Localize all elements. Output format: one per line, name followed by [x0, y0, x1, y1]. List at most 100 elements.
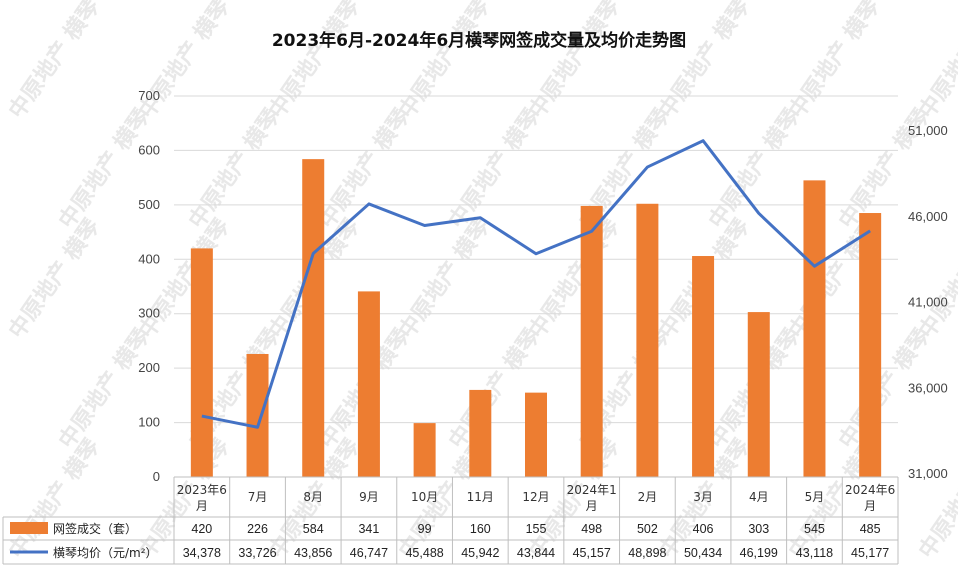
line-value-cell: 33,726 [238, 546, 276, 560]
watermark-text: 中原地产 横琴 [524, 214, 625, 344]
left-tick-label: 600 [138, 142, 160, 157]
bar-series [190, 159, 882, 478]
watermark-text: 中原地产 横琴 [54, 324, 155, 454]
category-label: 2023年6 [177, 483, 227, 497]
bar-value-cell: 155 [526, 522, 547, 536]
bar [636, 203, 659, 478]
category-label: 12月 [522, 490, 549, 504]
watermark-text: 中原地产 横琴 [444, 104, 545, 234]
legend-label-bar: 网签成交（套） [53, 521, 137, 536]
line-value-cell: 45,177 [851, 546, 889, 560]
bar-value-cell: 160 [470, 522, 491, 536]
bar [803, 180, 826, 477]
data-table: 2023年6 月 7月 8月 9月 10月 11月 12月 2024年1 月 2月 3月 4月 5月 202… [2, 476, 899, 565]
category-label: 8月 [303, 490, 323, 504]
watermark-text: 中原地产 横琴 [134, 214, 235, 344]
line-value-cell: 43,856 [294, 546, 332, 560]
bar [525, 392, 547, 477]
left-tick-label: 400 [138, 251, 160, 266]
bar-value-cell: 420 [191, 522, 212, 536]
bar [692, 256, 715, 477]
line-value-cell: 46,199 [740, 546, 778, 560]
left-tick-label: 700 [138, 88, 160, 103]
bar-value-cell: 226 [247, 522, 268, 536]
watermark-text: 中原地产 横琴 [4, 214, 105, 344]
category-label-line2: 月 [864, 499, 876, 513]
line-value-cell: 45,488 [405, 546, 443, 560]
left-tick-label: 0 [153, 469, 160, 484]
category-label-line2: 月 [196, 499, 208, 513]
watermark-text: 中原地产 横琴 [524, 0, 625, 123]
line-value-cell: 46,747 [350, 546, 388, 560]
right-tick-label: 36,000 [908, 380, 948, 395]
left-axis-ticks: 0 100 200 300 400 500 600 700 [138, 88, 160, 484]
watermark-text: 中原地产 横琴 [914, 0, 958, 123]
category-label: 9月 [359, 490, 379, 504]
watermark-text: 中原地产 横琴 [654, 0, 755, 123]
category-label: 3月 [693, 490, 713, 504]
line-value-cell: 34,378 [183, 546, 221, 560]
right-tick-label: 31,000 [908, 466, 948, 481]
watermark-text: 中原地产 横琴 [134, 434, 235, 564]
category-label: 7月 [248, 490, 268, 504]
watermark-text: 中原地产 横琴 [914, 434, 958, 564]
bar-value-cell: 341 [358, 522, 379, 536]
bar-value-cell: 584 [303, 522, 324, 536]
watermark-text: 中原地产 横琴 [4, 0, 105, 123]
bar-value-cell: 485 [860, 522, 881, 536]
left-tick-label: 300 [138, 306, 160, 321]
line-value-cell: 48,898 [628, 546, 666, 560]
left-tick-label: 200 [138, 360, 160, 375]
line-value-cell: 45,942 [461, 546, 499, 560]
category-label: 4月 [749, 490, 769, 504]
bar [469, 389, 492, 477]
bar [859, 213, 882, 477]
bar-value-cell: 406 [693, 522, 714, 536]
watermark-text: 中原地产 横琴 [134, 0, 235, 123]
category-label: 2月 [638, 490, 658, 504]
bar [190, 248, 213, 477]
bar-value-cell: 99 [418, 522, 432, 536]
watermark-text: 中原地产 横琴 [394, 0, 495, 123]
category-label: 5月 [805, 490, 825, 504]
bar-value-cell: 502 [637, 522, 658, 536]
watermark-text: 中原地产 横琴 [54, 104, 155, 234]
chart-title: 2023年6月-2024年6月横琴网签成交量及均价走势图 [272, 30, 686, 51]
right-tick-label: 51,000 [908, 123, 948, 138]
bar [302, 159, 325, 477]
line-value-cell: 43,118 [796, 546, 833, 560]
bar [747, 312, 770, 477]
watermark-text: 中原地产 横琴 [704, 104, 805, 234]
left-tick-label: 500 [138, 197, 160, 212]
category-label: 2024年1 [567, 483, 617, 497]
bar [246, 353, 269, 477]
watermark-text: 中原地产 横琴 [314, 104, 415, 234]
bar-value-cell: 545 [804, 522, 825, 536]
right-axis-ticks: 31,000 36,000 41,000 46,000 51,000 [908, 123, 948, 481]
watermark-text: 中原地产 横琴 [914, 214, 958, 344]
line-value-cell: 50,434 [684, 546, 722, 560]
watermark-text: 中原地产 横琴 [184, 104, 285, 234]
bar-value-cell: 498 [581, 522, 602, 536]
watermark-text: 中原地产 横琴 [784, 0, 885, 123]
bar [413, 423, 436, 477]
watermark-text: 中原地产 横琴 [4, 434, 105, 564]
category-label: 2024年6 [845, 483, 895, 497]
line-value-cell: 43,844 [517, 546, 555, 560]
legend-label-line: 横琴均价（元/m²） [53, 546, 158, 560]
category-label: 11月 [467, 490, 494, 504]
line-value-cell: 45,157 [573, 546, 611, 560]
bar [357, 291, 380, 477]
bar-value-cell: 303 [748, 522, 769, 536]
legend-swatch-bar [10, 522, 48, 534]
category-label-line2: 月 [586, 499, 598, 513]
right-tick-label: 46,000 [908, 209, 948, 224]
bar [580, 205, 603, 477]
watermark-text: 中原地产 横琴 [394, 214, 495, 344]
watermark-text: 中原地产 横琴 [264, 0, 365, 123]
category-label: 10月 [411, 490, 438, 504]
line-series [201, 139, 871, 429]
right-tick-label: 41,000 [908, 295, 948, 310]
left-tick-label: 100 [138, 415, 160, 430]
